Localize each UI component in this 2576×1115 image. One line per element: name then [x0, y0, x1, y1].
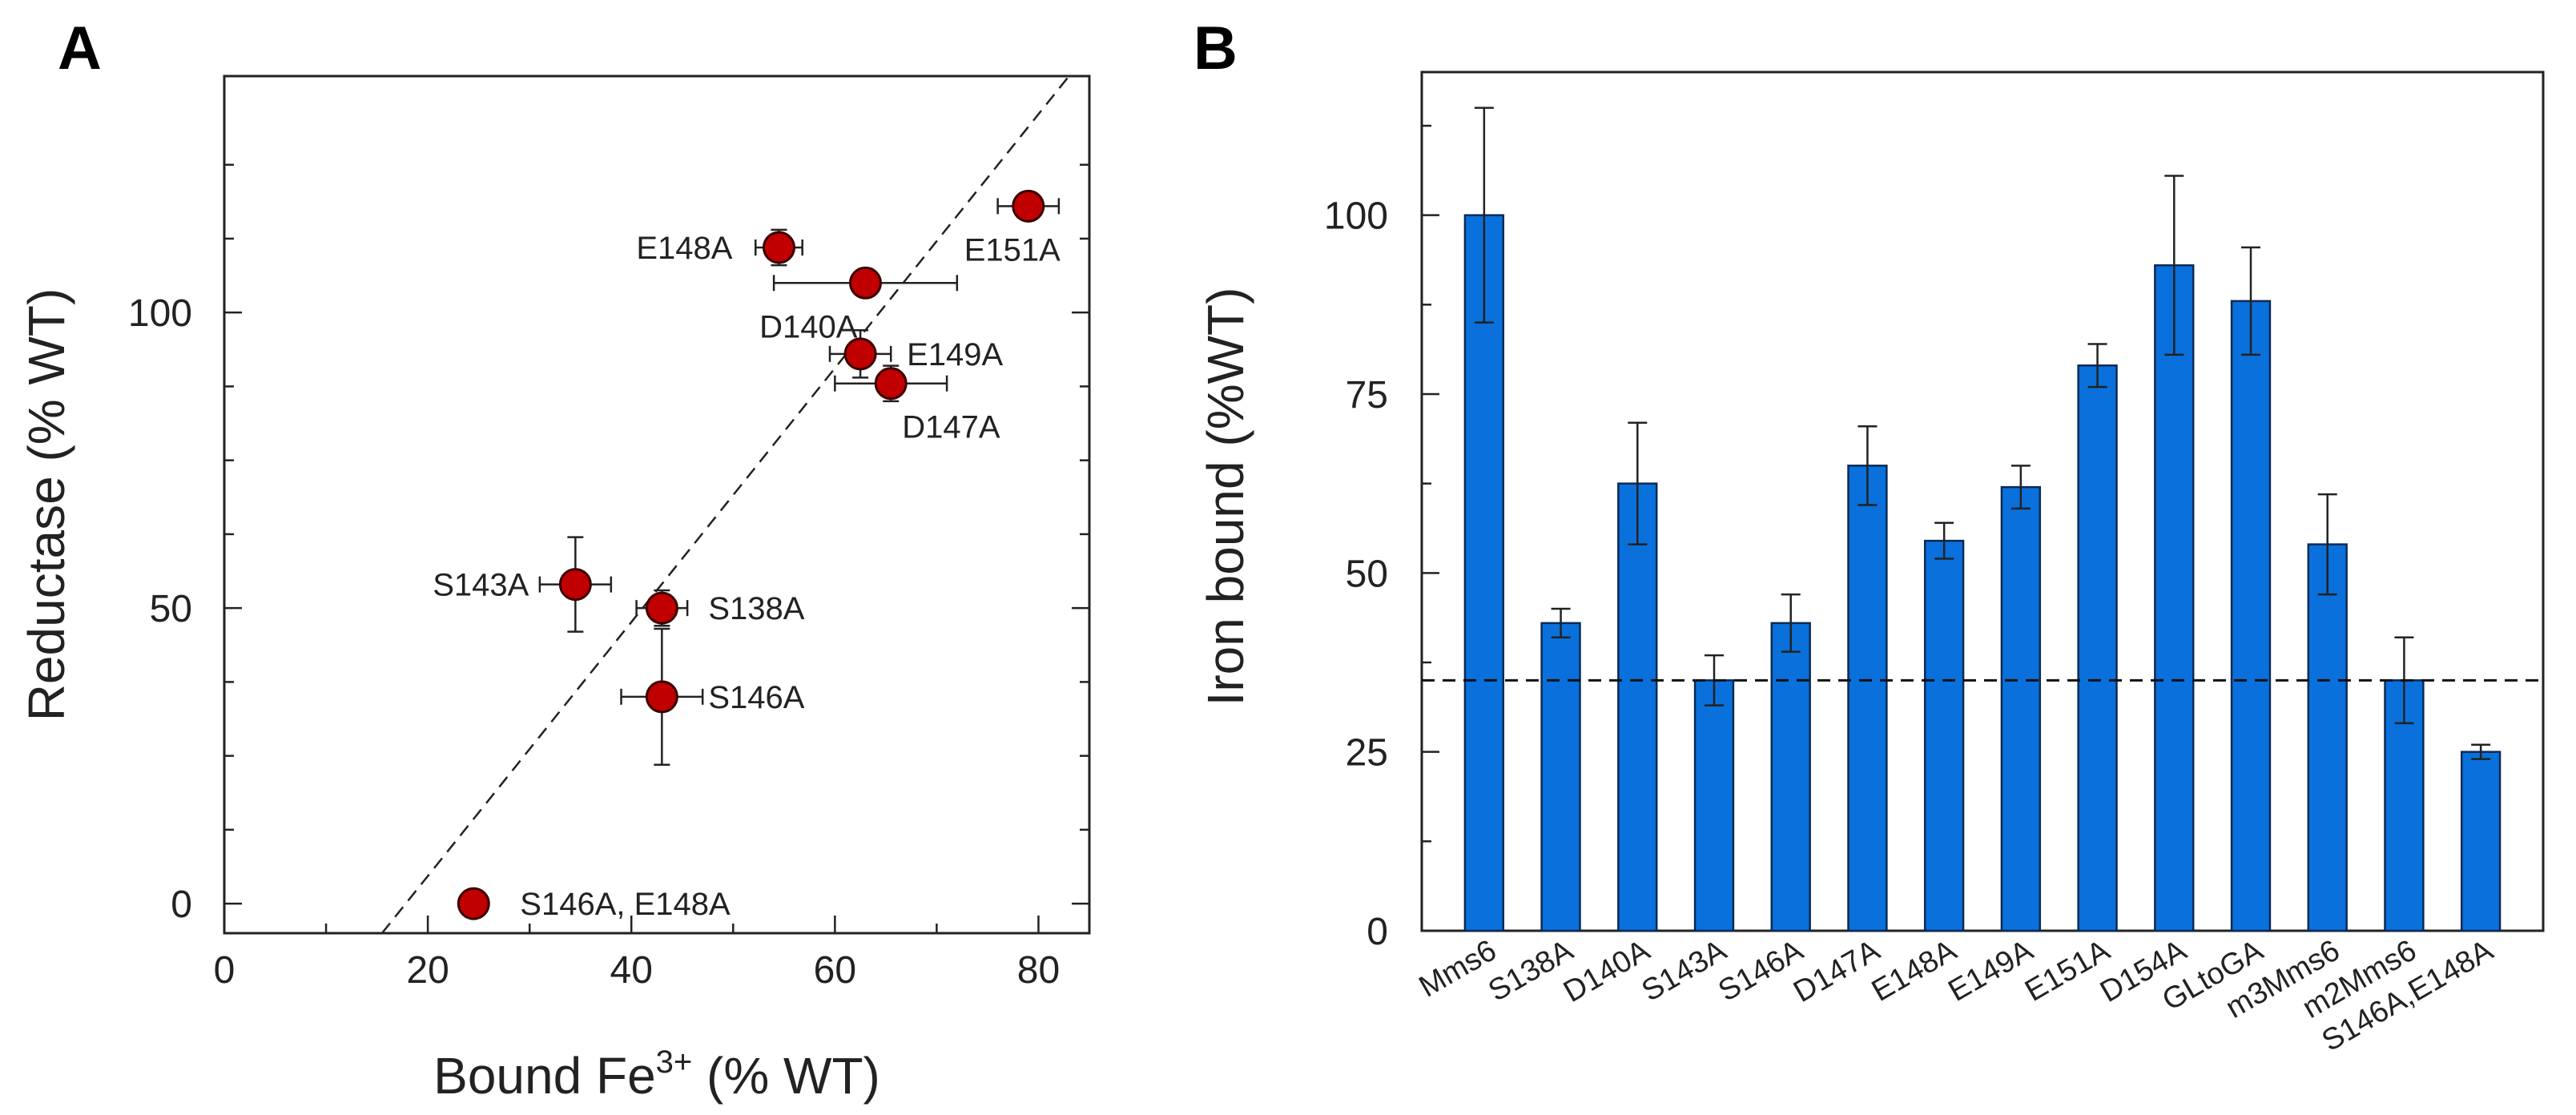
scatter-point: E148A	[636, 228, 803, 267]
scatter-point: E149A	[828, 329, 1004, 379]
y-tick-label-b: 0	[1366, 911, 1388, 953]
axis-ticks-b: 0 25 50 75 100	[1324, 124, 1439, 953]
data-points-a: E148A D140A E151A E149A D147A S143A S138A S146A…	[433, 189, 1061, 922]
bar-group	[2154, 175, 2195, 932]
category-label: E149A	[1943, 933, 2039, 1008]
scatter-point: S146A, E148A	[457, 887, 731, 922]
point-label: D147A	[902, 410, 1000, 445]
x-tick-label-a: 40	[610, 949, 653, 992]
category-labels-b: Mms6S138AD140AS143AS146AD147AE148AE149AE…	[1414, 933, 2499, 1058]
bar-group	[1617, 421, 1658, 932]
y-tick-label-a: 100	[128, 292, 192, 335]
x-axis-title-sup-a: 3+	[656, 1045, 693, 1080]
bar	[1770, 622, 1811, 932]
plot-frame-a	[223, 74, 1091, 935]
bar-group	[1847, 425, 1888, 932]
bar	[2154, 264, 2195, 932]
bar	[1847, 465, 1888, 932]
bar-group	[2230, 246, 2272, 932]
axis-ticks-a: 0 20 40 60 80 0 50 100	[128, 163, 1089, 992]
point-label: E148A	[636, 231, 732, 266]
panel-b-letter: B	[1193, 14, 1238, 83]
scatter-marker	[1012, 189, 1045, 223]
scatter-point: D140A	[759, 266, 959, 344]
bar	[1463, 214, 1505, 932]
bar-group	[1693, 654, 1735, 932]
bar	[1923, 539, 1965, 932]
point-label: S143A	[433, 568, 529, 603]
bar-group	[2307, 493, 2348, 932]
scatter-marker	[843, 337, 877, 371]
category-label: E148A	[1866, 933, 1962, 1008]
panel-a-letter: A	[58, 14, 102, 83]
bar-chart-panel-b: 0 25 50 75 100 Mms6S138AD140AS143AS146AD147A…	[1197, 70, 2545, 1058]
x-tick-label-a: 60	[814, 949, 856, 992]
y-tick-label-b: 100	[1324, 195, 1388, 238]
point-label: S146A, E148A	[520, 887, 731, 922]
scatter-point: S143A	[433, 536, 613, 633]
scatter-point: E151A	[964, 189, 1061, 268]
bar-group	[1770, 593, 1811, 932]
bar-group	[2384, 636, 2425, 932]
scatter-marker	[645, 680, 678, 714]
bar-group	[1540, 607, 1581, 932]
category-label: S138A	[1483, 933, 1579, 1008]
x-axis-title-a: Bound Fe3+ (% WT)	[433, 1045, 880, 1105]
point-label: D140A	[759, 309, 858, 344]
x-tick-label-a: 80	[1017, 949, 1060, 992]
category-label: Mms6	[1414, 933, 1503, 1004]
scatter-point: D147A	[834, 364, 1000, 445]
x-tick-label-a: 20	[406, 949, 449, 992]
bar-group	[2000, 465, 2042, 932]
bar	[2230, 300, 2272, 932]
y-tick-label-b: 75	[1346, 374, 1388, 417]
bar	[1693, 679, 1735, 932]
scatter-point: S146A	[620, 627, 805, 766]
x-axis-title-main-a: Bound Fe	[433, 1047, 656, 1105]
trendline	[380, 75, 1070, 934]
category-label: D147A	[1788, 933, 1886, 1009]
x-tick-label-a: 0	[214, 949, 235, 992]
scatter-marker	[645, 591, 678, 625]
bar	[2077, 364, 2118, 932]
bar-group	[2077, 343, 2118, 932]
plot-frame-b	[1420, 70, 2545, 932]
scatter-point: S138A	[635, 589, 805, 627]
scatter-marker	[848, 266, 882, 300]
bar	[2000, 485, 2042, 932]
bar	[2307, 543, 2348, 932]
scatter-marker	[874, 367, 908, 401]
scatter-chart-panel-a: 0 20 40 60 80 0 50 100 E148A D140A E151A E149A D147…	[18, 74, 1091, 1105]
point-label: S146A	[708, 680, 804, 715]
scatter-marker	[762, 231, 795, 264]
bar	[2460, 751, 2502, 932]
point-label: E151A	[964, 232, 1061, 268]
scatter-marker	[457, 887, 490, 920]
scatter-marker	[558, 568, 592, 602]
y-tick-label-a: 50	[150, 588, 192, 630]
bar	[1540, 622, 1581, 932]
y-tick-label-a: 0	[171, 884, 192, 926]
category-label: S143A	[1636, 933, 1733, 1008]
y-axis-title-b: Iron bound (%WT)	[1197, 288, 1254, 706]
point-label: E149A	[907, 337, 1003, 372]
bar-group	[2460, 743, 2502, 932]
x-axis-title-suffix-a: (% WT)	[692, 1047, 880, 1105]
y-tick-label-b: 50	[1346, 553, 1388, 595]
y-tick-label-b: 25	[1346, 732, 1388, 775]
bar	[1617, 482, 1658, 932]
bar-group	[1923, 521, 1965, 932]
bar-group	[1463, 107, 1505, 932]
bars-b	[1463, 107, 2502, 932]
category-label: D140A	[1558, 933, 1656, 1009]
trendline-a	[380, 75, 1070, 934]
point-label: S138A	[708, 591, 804, 626]
category-label: S146A	[1713, 933, 1809, 1008]
y-axis-title-a: Reductase (% WT)	[18, 288, 75, 722]
category-label: E151A	[2019, 933, 2115, 1008]
